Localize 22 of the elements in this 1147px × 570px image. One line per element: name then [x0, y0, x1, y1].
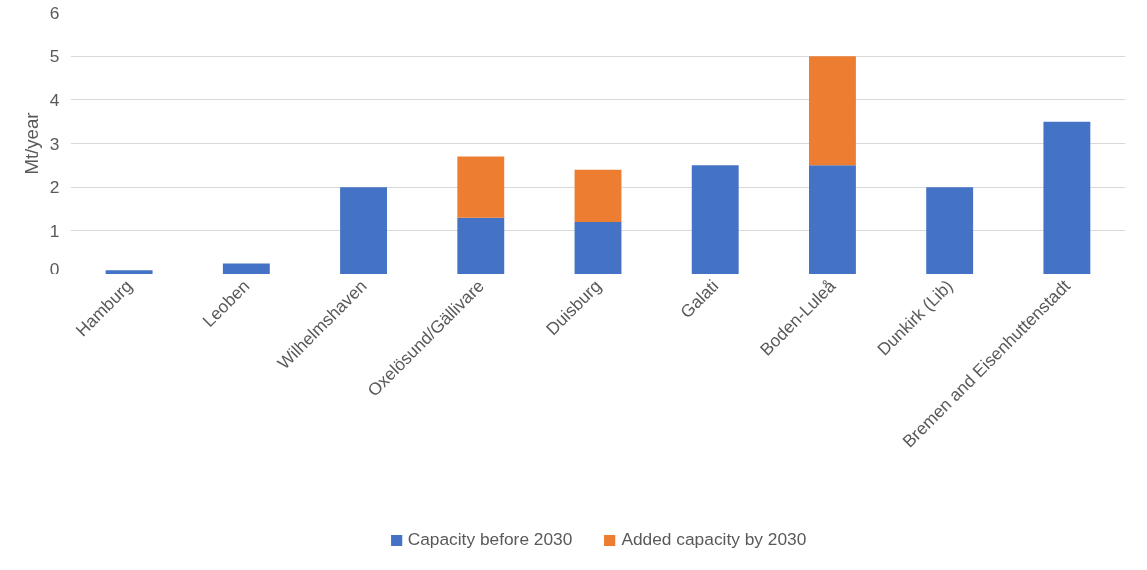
bar: [809, 165, 856, 274]
y-axis-title: Mt/year: [20, 112, 42, 175]
y-tick-label: 6: [49, 2, 60, 23]
bar: [691, 165, 739, 274]
bar: [340, 187, 387, 274]
bar: [574, 169, 622, 223]
y-tick-label: 3: [49, 133, 60, 154]
bar: [574, 222, 622, 274]
bar: [105, 270, 153, 274]
bar: [809, 56, 856, 166]
legend-label: Added capacity by 2030: [621, 529, 807, 550]
y-tick-label: 4: [49, 89, 60, 110]
y-tick-label: 2: [49, 177, 60, 198]
y-tick-label: 0: [49, 258, 60, 279]
bar: [457, 217, 505, 274]
y-tick-label: 1: [49, 220, 60, 241]
bar: [222, 263, 270, 274]
bar: [1043, 121, 1091, 274]
y-tick-label: 5: [49, 46, 60, 67]
legend-label: Capacity before 2030: [407, 529, 573, 550]
bar: [926, 187, 974, 274]
bar: [457, 156, 505, 218]
